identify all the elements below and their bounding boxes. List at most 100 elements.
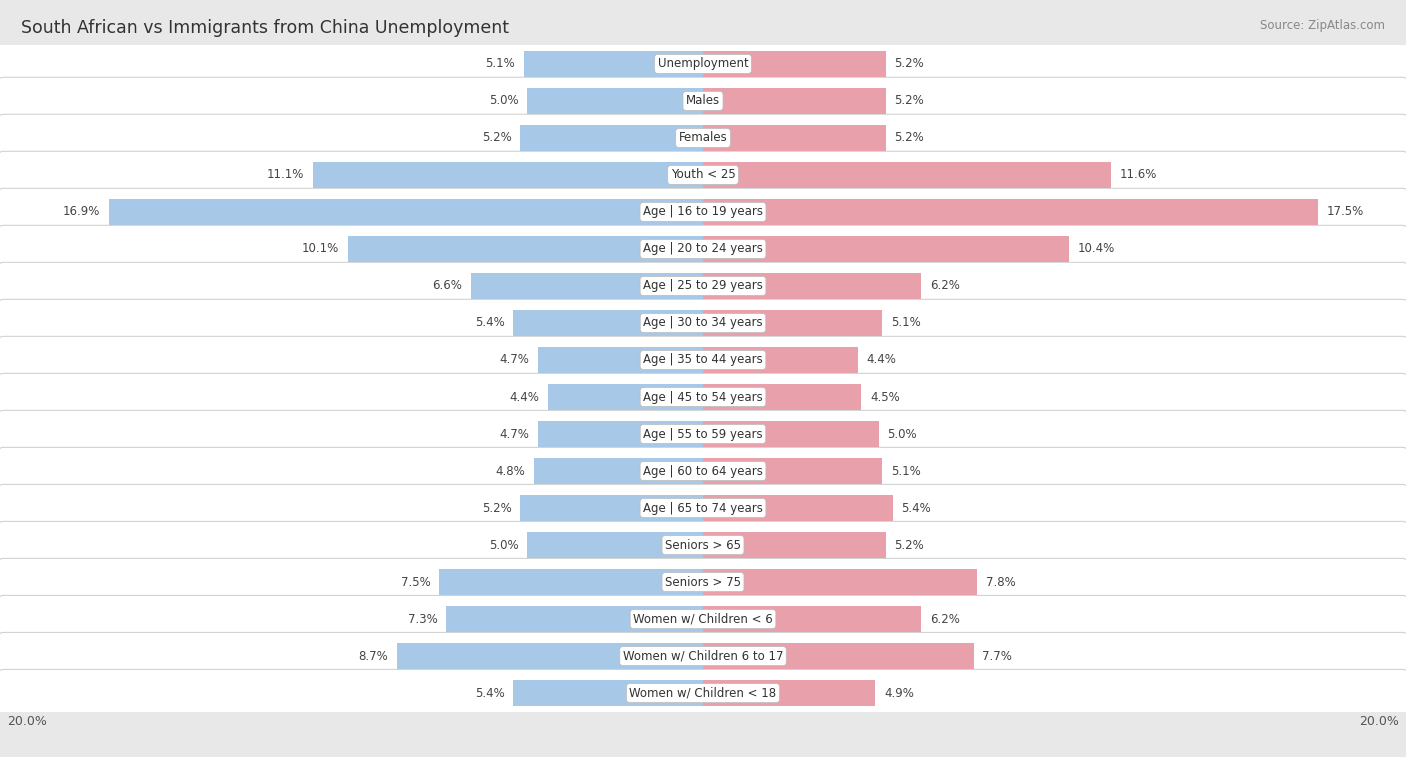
Bar <box>513 680 703 706</box>
Bar <box>513 310 703 336</box>
Text: 5.1%: 5.1% <box>891 465 921 478</box>
Bar <box>524 51 703 77</box>
Text: Males: Males <box>686 95 720 107</box>
FancyBboxPatch shape <box>0 336 1406 384</box>
Text: Age | 45 to 54 years: Age | 45 to 54 years <box>643 391 763 403</box>
Text: 5.1%: 5.1% <box>891 316 921 329</box>
Text: 4.9%: 4.9% <box>884 687 914 699</box>
Bar <box>534 458 703 484</box>
Bar <box>349 235 703 262</box>
Bar <box>703 310 883 336</box>
Bar <box>110 198 703 226</box>
FancyBboxPatch shape <box>0 669 1406 717</box>
Text: 5.4%: 5.4% <box>475 316 505 329</box>
Text: 4.4%: 4.4% <box>510 391 540 403</box>
Text: 5.2%: 5.2% <box>894 95 924 107</box>
Text: 5.0%: 5.0% <box>489 538 519 552</box>
Bar <box>703 495 893 522</box>
Text: 10.4%: 10.4% <box>1077 242 1115 255</box>
Text: 16.9%: 16.9% <box>63 205 100 219</box>
FancyBboxPatch shape <box>0 632 1406 680</box>
Bar <box>703 680 875 706</box>
Text: 7.5%: 7.5% <box>401 575 430 588</box>
Text: 4.7%: 4.7% <box>499 354 529 366</box>
Text: Women w/ Children 6 to 17: Women w/ Children 6 to 17 <box>623 650 783 662</box>
Bar <box>527 88 703 114</box>
Text: 5.2%: 5.2% <box>482 132 512 145</box>
Bar <box>537 421 703 447</box>
Text: 7.3%: 7.3% <box>408 612 437 625</box>
Bar <box>703 458 883 484</box>
Text: Age | 25 to 29 years: Age | 25 to 29 years <box>643 279 763 292</box>
Text: Age | 60 to 64 years: Age | 60 to 64 years <box>643 465 763 478</box>
Bar <box>537 347 703 373</box>
Bar <box>703 273 921 299</box>
FancyBboxPatch shape <box>0 262 1406 310</box>
Text: 5.2%: 5.2% <box>894 538 924 552</box>
Text: 5.4%: 5.4% <box>901 502 931 515</box>
Bar <box>703 569 977 595</box>
Text: 11.1%: 11.1% <box>267 169 304 182</box>
Bar <box>703 421 879 447</box>
FancyBboxPatch shape <box>0 114 1406 162</box>
Text: 4.8%: 4.8% <box>496 465 526 478</box>
Bar <box>398 643 703 669</box>
Text: Age | 65 to 74 years: Age | 65 to 74 years <box>643 502 763 515</box>
Bar <box>703 606 921 632</box>
FancyBboxPatch shape <box>0 447 1406 495</box>
Text: 8.7%: 8.7% <box>359 650 388 662</box>
Text: 4.7%: 4.7% <box>499 428 529 441</box>
Text: South African vs Immigrants from China Unemployment: South African vs Immigrants from China U… <box>21 19 509 37</box>
Text: 17.5%: 17.5% <box>1327 205 1364 219</box>
Text: 6.2%: 6.2% <box>929 612 959 625</box>
Text: 6.6%: 6.6% <box>433 279 463 292</box>
FancyBboxPatch shape <box>0 373 1406 421</box>
Text: Age | 16 to 19 years: Age | 16 to 19 years <box>643 205 763 219</box>
Text: 5.0%: 5.0% <box>887 428 917 441</box>
Text: 7.7%: 7.7% <box>983 650 1012 662</box>
Text: Age | 30 to 34 years: Age | 30 to 34 years <box>643 316 763 329</box>
Bar <box>471 273 703 299</box>
Text: 10.1%: 10.1% <box>302 242 339 255</box>
Text: 5.0%: 5.0% <box>489 95 519 107</box>
Text: Seniors > 75: Seniors > 75 <box>665 575 741 588</box>
Text: Age | 55 to 59 years: Age | 55 to 59 years <box>643 428 763 441</box>
Text: Females: Females <box>679 132 727 145</box>
Text: 5.2%: 5.2% <box>894 58 924 70</box>
Bar <box>703 531 886 559</box>
Bar <box>703 235 1069 262</box>
Bar <box>703 125 886 151</box>
FancyBboxPatch shape <box>0 188 1406 235</box>
Bar <box>520 495 703 522</box>
FancyBboxPatch shape <box>0 299 1406 347</box>
Bar <box>703 643 973 669</box>
Text: 5.2%: 5.2% <box>482 502 512 515</box>
Text: Women w/ Children < 6: Women w/ Children < 6 <box>633 612 773 625</box>
Bar <box>703 88 886 114</box>
Bar <box>703 347 858 373</box>
Text: Women w/ Children < 18: Women w/ Children < 18 <box>630 687 776 699</box>
Bar <box>520 125 703 151</box>
Text: Source: ZipAtlas.com: Source: ZipAtlas.com <box>1260 19 1385 32</box>
Text: 6.2%: 6.2% <box>929 279 959 292</box>
FancyBboxPatch shape <box>0 151 1406 198</box>
Bar <box>314 162 703 188</box>
Text: 4.4%: 4.4% <box>866 354 896 366</box>
Text: 5.1%: 5.1% <box>485 58 515 70</box>
Text: 5.4%: 5.4% <box>475 687 505 699</box>
FancyBboxPatch shape <box>0 484 1406 531</box>
Text: 20.0%: 20.0% <box>7 715 46 728</box>
Text: 11.6%: 11.6% <box>1119 169 1157 182</box>
Bar <box>548 384 703 410</box>
Bar <box>447 606 703 632</box>
FancyBboxPatch shape <box>0 595 1406 643</box>
FancyBboxPatch shape <box>0 410 1406 458</box>
Bar <box>439 569 703 595</box>
FancyBboxPatch shape <box>0 40 1406 88</box>
Text: Age | 20 to 24 years: Age | 20 to 24 years <box>643 242 763 255</box>
Text: 7.8%: 7.8% <box>986 575 1015 588</box>
Bar <box>703 162 1111 188</box>
Bar <box>703 51 886 77</box>
Text: 5.2%: 5.2% <box>894 132 924 145</box>
Text: 20.0%: 20.0% <box>1360 715 1399 728</box>
